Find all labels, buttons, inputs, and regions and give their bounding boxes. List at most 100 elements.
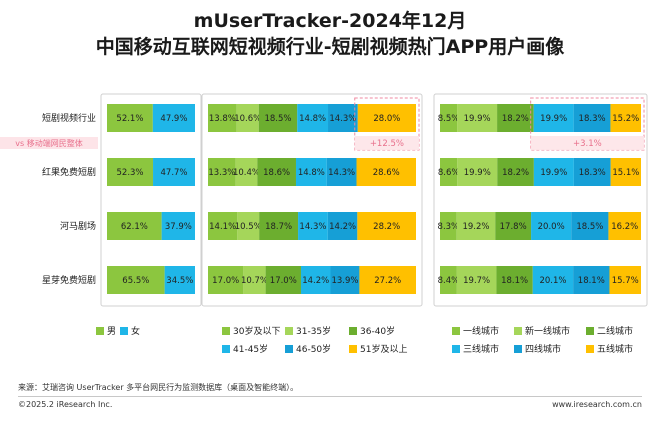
legend-swatch (349, 345, 357, 353)
legend-label: 五线城市 (597, 343, 633, 355)
data-label: 37.9% (165, 222, 192, 232)
bar-segment (440, 212, 457, 240)
annotation-bg (354, 136, 419, 150)
legend-label: 41-45岁 (233, 343, 268, 355)
legend-swatch (285, 345, 293, 353)
legend-label: 一线城市 (463, 325, 499, 337)
legend-swatch (285, 327, 293, 335)
bar-segment (107, 158, 154, 186)
bar-segment (107, 212, 162, 240)
legend-label: 女 (131, 325, 140, 337)
bar-segment (533, 158, 574, 186)
legend-label: 四线城市 (525, 343, 561, 355)
bar-segment (496, 266, 533, 294)
bar-segment (359, 266, 416, 294)
data-label: 13.9% (331, 276, 358, 286)
data-label: 18.2% (502, 168, 529, 178)
bar-segment (497, 158, 534, 186)
data-label: 17.0% (212, 276, 239, 286)
bar-segment (259, 212, 299, 240)
bar-segment (295, 158, 327, 186)
footer-divider (18, 396, 642, 397)
bar-segment (153, 158, 195, 186)
legend-swatch (452, 345, 460, 353)
bar-segment (356, 158, 416, 186)
bar-segment (326, 158, 357, 186)
data-label: 52.3% (117, 168, 144, 178)
category-label: 星芽免费短剧 (42, 274, 96, 286)
data-label: 14.8% (298, 168, 325, 178)
data-label: 8.6% (438, 168, 460, 178)
data-label: 20.1% (539, 276, 566, 286)
legend-swatch (349, 327, 357, 335)
bar-segment (235, 158, 258, 186)
panel-frame-2 (433, 93, 648, 307)
bar-segment (610, 104, 641, 132)
annotation-bg (530, 136, 644, 150)
bar-segment (440, 104, 458, 132)
bar-segment (573, 158, 611, 186)
data-label: 8.5% (438, 114, 460, 124)
bar-segment (107, 266, 165, 294)
data-label: 18.1% (578, 276, 605, 286)
data-label: 28.2% (373, 222, 400, 232)
bar-segment (265, 266, 301, 294)
bar-segment (152, 104, 195, 132)
data-label: 47.7% (161, 168, 188, 178)
data-label: 65.5% (122, 276, 149, 286)
website: www.iresearch.com.cn (552, 400, 642, 409)
data-label: 18.7% (265, 222, 292, 232)
legend-swatch (586, 345, 594, 353)
data-label: 14.3% (329, 114, 356, 124)
data-label: 19.9% (464, 114, 491, 124)
source-note: 来源：艾瑞咨询 UserTracker 多平台网民行为监测数据库（桌面及智能终端… (18, 383, 299, 392)
legend-label: 36-40岁 (360, 325, 395, 337)
data-label: 15.1% (612, 168, 639, 178)
legend-label: 51岁及以上 (360, 343, 407, 355)
data-label: 19.9% (464, 168, 491, 178)
data-label: 18.5% (264, 114, 291, 124)
data-label: 10.5% (235, 222, 262, 232)
bar-segment (237, 212, 260, 240)
panel-frame-0 (100, 93, 202, 307)
bar-segment (571, 212, 609, 240)
page-subtitle: 中国移动互联网短视频行业-短剧视频热门APP用户画像 (95, 36, 565, 58)
bar-segment (298, 212, 328, 240)
data-label: 47.9% (160, 114, 187, 124)
data-label: 13.3% (208, 168, 235, 178)
data-label: 18.3% (579, 114, 606, 124)
data-label: 19.9% (540, 168, 567, 178)
data-label: 18.5% (576, 222, 603, 232)
data-label: 28.0% (373, 114, 400, 124)
data-label: 15.7% (612, 276, 639, 286)
bar-segment (164, 266, 195, 294)
bar-segment (327, 212, 358, 240)
bar-segment (497, 104, 534, 132)
page-title: mUserTracker-2024年12月 (193, 10, 467, 32)
data-label: 20.0% (538, 222, 565, 232)
bar-segment (457, 104, 498, 132)
data-label: 14.1% (209, 222, 236, 232)
bar-segment (300, 266, 331, 294)
bar-segment (440, 266, 457, 294)
data-label: 14.3% (328, 168, 355, 178)
data-label: 14.2% (329, 222, 356, 232)
legend-swatch (514, 345, 522, 353)
data-label: 18.1% (501, 276, 528, 286)
data-label: 10.4% (233, 168, 260, 178)
bar-segment (609, 266, 641, 294)
bar-segment (328, 104, 358, 132)
bar-segment (457, 158, 498, 186)
data-label: 14.2% (302, 276, 329, 286)
data-label: 34.5% (166, 276, 193, 286)
legend-swatch (514, 327, 522, 335)
data-label: 52.1% (116, 114, 143, 124)
legend-swatch (586, 327, 594, 335)
data-label: 16.2% (611, 222, 638, 232)
bar-segment (456, 212, 496, 240)
bar-segment (236, 104, 259, 132)
legend-label: 31-35岁 (296, 325, 331, 337)
legend-label: 30岁及以下 (233, 325, 280, 337)
data-label: 18.2% (502, 114, 529, 124)
